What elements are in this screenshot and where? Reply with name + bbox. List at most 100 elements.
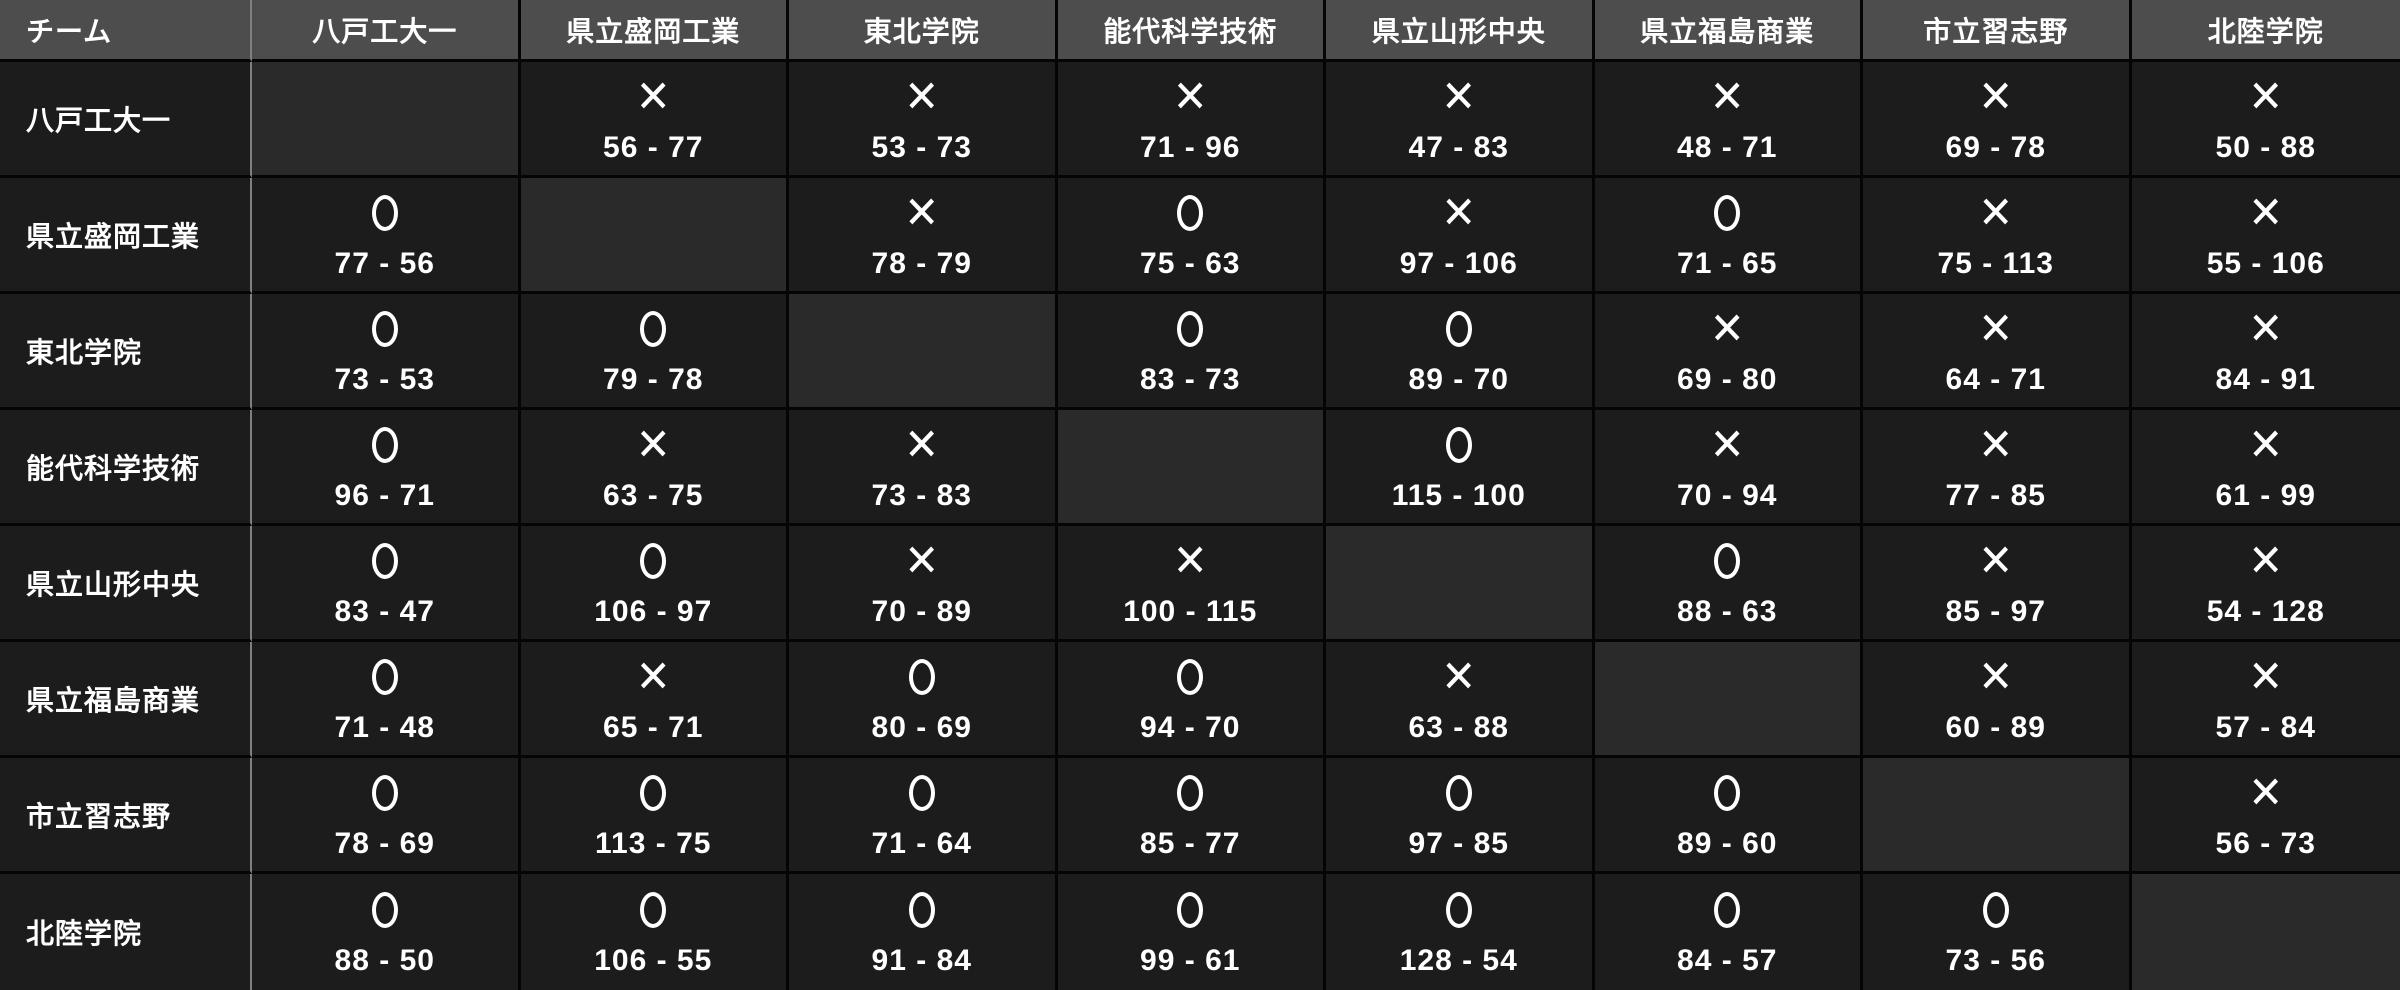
score-text: 75 - 63	[1140, 246, 1241, 280]
win-mark-icon	[371, 191, 398, 235]
result-cell: ✕ 56 - 77	[520, 62, 789, 178]
circle-shape	[1177, 658, 1204, 695]
win-mark-icon	[1177, 771, 1204, 815]
result-cell: 106 - 55	[520, 874, 789, 990]
result-cell: 73 - 53	[252, 294, 521, 410]
diagonal-cell	[1057, 410, 1326, 526]
circle-shape	[908, 658, 935, 695]
loss-mark-icon: ✕	[2248, 654, 2283, 699]
circle-shape	[1982, 892, 2009, 928]
circle-shape	[1714, 194, 1741, 231]
diagonal-cell	[2131, 874, 2400, 990]
result-cell: ✕ 53 - 73	[789, 62, 1058, 178]
win-mark-icon	[1445, 423, 1472, 467]
loss-mark-icon: ✕	[635, 418, 671, 470]
result-cell: 89 - 60	[1594, 758, 1863, 874]
result-cell: ✕ 69 - 78	[1863, 62, 2132, 178]
win-mark-icon	[1982, 888, 2009, 932]
score-text: 97 - 106	[1399, 246, 1518, 280]
circle-shape	[1445, 310, 1472, 347]
team-name-cell: 東北学院	[0, 294, 252, 410]
circle-shape	[1177, 194, 1204, 231]
circle-shape	[371, 194, 398, 231]
loss-mark-icon: ✕	[1978, 422, 2013, 467]
score-text: 63 - 88	[1408, 710, 1509, 744]
result-cell: ✕ 73 - 83	[789, 410, 1058, 526]
x-glyph: ✕	[1978, 186, 2014, 238]
circle-shape	[1714, 892, 1741, 928]
result-cell: ✕ 77 - 85	[1863, 410, 2132, 526]
score-text: 88 - 63	[1677, 594, 1778, 628]
result-cell: ✕ 63 - 75	[520, 410, 789, 526]
x-glyph: ✕	[635, 70, 671, 122]
loss-mark-icon: ✕	[904, 538, 939, 583]
x-glyph: ✕	[1441, 650, 1477, 702]
result-cell: 73 - 56	[1863, 874, 2132, 990]
score-text: 71 - 96	[1140, 130, 1241, 164]
diagonal-cell	[252, 62, 521, 178]
result-cell: 88 - 50	[252, 874, 521, 990]
result-cell: 128 - 54	[1326, 874, 1595, 990]
result-cell: ✕ 75 - 113	[1863, 178, 2132, 294]
column-header-cell: 八戸工大一	[252, 0, 521, 62]
x-glyph: ✕	[904, 418, 940, 470]
result-cell: 115 - 100	[1326, 410, 1595, 526]
result-cell: 83 - 73	[1057, 294, 1326, 410]
score-text: 63 - 75	[603, 478, 704, 512]
result-cell: ✕ 71 - 96	[1057, 62, 1326, 178]
score-text: 56 - 73	[2215, 826, 2316, 860]
score-text: 80 - 69	[871, 710, 972, 744]
score-text: 73 - 83	[871, 478, 972, 512]
score-text: 100 - 115	[1123, 594, 1258, 628]
circle-shape	[1714, 774, 1741, 811]
score-text: 71 - 64	[871, 826, 972, 860]
score-text: 128 - 54	[1399, 944, 1518, 977]
circle-shape	[371, 774, 398, 811]
win-mark-icon	[1445, 888, 1472, 932]
loss-mark-icon: ✕	[2248, 770, 2283, 815]
corner-header-cell: チーム	[0, 0, 252, 62]
result-cell: 83 - 47	[252, 526, 521, 642]
win-mark-icon	[371, 888, 398, 932]
result-cell: ✕ 60 - 89	[1863, 642, 2132, 758]
result-cell: ✕ 84 - 91	[2131, 294, 2400, 410]
score-text: 60 - 89	[1945, 710, 2046, 744]
score-text: 53 - 73	[871, 130, 972, 164]
loss-mark-icon: ✕	[2248, 422, 2283, 467]
result-cell: ✕ 64 - 71	[1863, 294, 2132, 410]
score-text: 50 - 88	[2215, 130, 2316, 164]
result-cell: 91 - 84	[789, 874, 1058, 990]
win-mark-icon	[1714, 888, 1741, 932]
score-text: 69 - 78	[1945, 130, 2046, 164]
x-glyph: ✕	[1172, 534, 1208, 586]
x-glyph: ✕	[1441, 70, 1477, 122]
win-mark-icon	[1177, 307, 1204, 351]
result-cell: ✕ 100 - 115	[1057, 526, 1326, 642]
result-cell: ✕ 48 - 71	[1594, 62, 1863, 178]
result-cell: ✕ 78 - 79	[789, 178, 1058, 294]
result-cell: ✕ 63 - 88	[1326, 642, 1595, 758]
score-text: 106 - 55	[594, 944, 713, 977]
win-mark-icon	[640, 539, 667, 583]
win-mark-icon	[1177, 655, 1204, 699]
x-glyph: ✕	[635, 418, 671, 470]
loss-mark-icon: ✕	[2248, 74, 2283, 119]
score-text: 89 - 70	[1408, 362, 1509, 396]
win-mark-icon	[1445, 307, 1472, 351]
loss-mark-icon: ✕	[1441, 650, 1477, 702]
win-mark-icon	[640, 888, 667, 932]
diagonal-cell	[1326, 526, 1595, 642]
column-header-cell: 県立山形中央	[1326, 0, 1595, 62]
win-mark-icon	[908, 888, 935, 932]
result-cell: 84 - 57	[1594, 874, 1863, 990]
result-cell: ✕ 56 - 73	[2131, 758, 2400, 874]
score-text: 83 - 73	[1140, 362, 1241, 396]
win-mark-icon	[1445, 771, 1472, 815]
result-cell: 71 - 64	[789, 758, 1058, 874]
score-text: 99 - 61	[1140, 944, 1241, 977]
x-glyph: ✕	[2248, 302, 2284, 354]
loss-mark-icon: ✕	[1978, 74, 2013, 119]
win-mark-icon	[371, 655, 398, 699]
x-glyph: ✕	[2248, 534, 2284, 586]
